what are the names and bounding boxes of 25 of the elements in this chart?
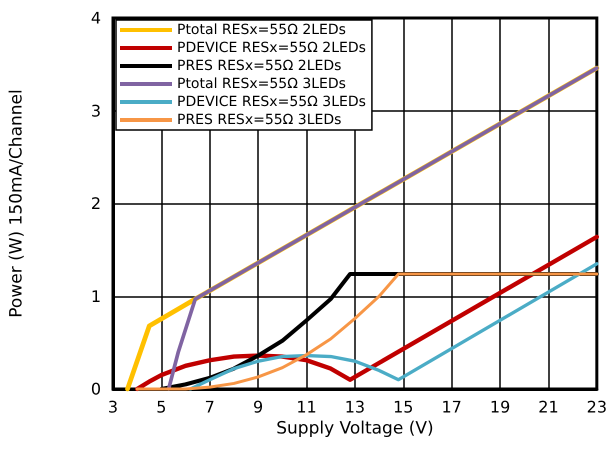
x-tick-label: 21: [538, 398, 559, 416]
y-axis-title: Power (W) 150mA/Channel: [6, 89, 26, 318]
x-tick-label: 3: [108, 398, 118, 416]
x-tick-label: 11: [296, 398, 317, 416]
legend-label: PDEVICE RESx=55Ω 3LEDs: [177, 94, 366, 110]
legend-label: Ptotal RESx=55Ω 2LEDs: [177, 22, 346, 38]
x-tick-label: 15: [393, 398, 414, 416]
x-tick-label: 7: [204, 398, 215, 416]
line-series: [134, 234, 600, 392]
legend-label: PDEVICE RESx=55Ω 2LEDs: [177, 40, 366, 56]
x-tick-label: 9: [253, 398, 264, 416]
x-tick-label: 13: [344, 398, 366, 416]
x-tick-label: 17: [441, 398, 462, 416]
y-tick-label: 4: [90, 8, 101, 28]
x-tick-label: 5: [156, 398, 166, 416]
y-tick-label: 2: [90, 194, 101, 213]
y-tick-label: 3: [90, 101, 101, 120]
x-axis-title: Supply Voltage (V): [276, 418, 434, 438]
x-tick-label: 19: [490, 398, 510, 416]
legend-label: PRES RESx=55Ω 3LEDs: [177, 112, 342, 128]
x-tick-label: 23: [586, 398, 607, 416]
legend-label: PRES RESx=55Ω 2LEDs: [177, 58, 342, 74]
y-tick-label: 0: [90, 380, 101, 398]
y-tick-label: 1: [90, 286, 101, 306]
legend-label: Ptotal RESx=55Ω 3LEDs: [177, 76, 346, 92]
